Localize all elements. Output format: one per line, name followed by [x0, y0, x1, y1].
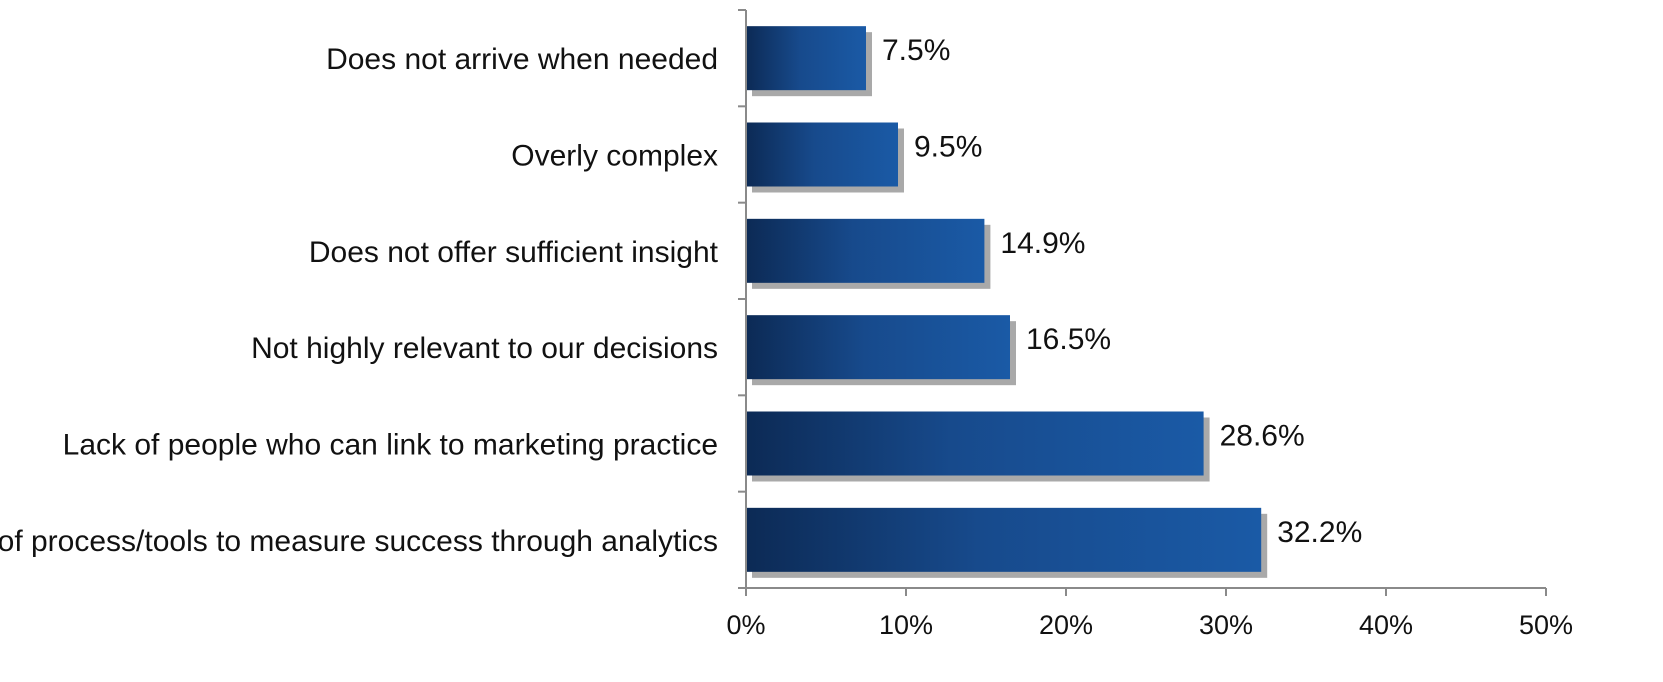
axes [738, 9, 1547, 596]
x-tick-label: 10% [879, 610, 933, 640]
category-label: Lack of process/tools to measure success… [0, 525, 718, 558]
data-label: 9.5% [914, 131, 982, 164]
category-label: Does not arrive when needed [326, 43, 718, 76]
data-label: 7.5% [882, 34, 950, 67]
bar [746, 26, 866, 91]
data-label: 32.2% [1277, 516, 1362, 549]
bars [746, 26, 1262, 572]
data-label: 14.9% [1000, 227, 1085, 260]
data-label: 28.6% [1220, 420, 1305, 453]
bar-shadows [752, 32, 1268, 578]
category-label: Does not offer sufficient insight [309, 236, 719, 269]
bar [746, 507, 1262, 572]
bar [746, 411, 1204, 476]
x-tick-labels: 0% 10% 20% 30% 40% 50% [726, 610, 1573, 640]
x-tick-label: 30% [1199, 610, 1253, 640]
bar [746, 315, 1010, 380]
x-tick-label: 0% [726, 610, 765, 640]
bar [746, 218, 985, 283]
x-tick-label: 20% [1039, 610, 1093, 640]
category-label: Lack of people who can link to marketing… [63, 429, 718, 462]
category-label: Not highly relevant to our decisions [251, 332, 718, 365]
x-tick-label: 40% [1359, 610, 1413, 640]
category-label: Overly complex [511, 140, 718, 173]
x-tick-label: 50% [1519, 610, 1573, 640]
value-labels: 7.5% 9.5% 14.9% 16.5% 28.6% 32.2% [882, 34, 1362, 549]
category-labels: Does not arrive when needed Overly comple… [0, 43, 719, 558]
bar [746, 122, 898, 187]
data-label: 16.5% [1026, 323, 1111, 356]
